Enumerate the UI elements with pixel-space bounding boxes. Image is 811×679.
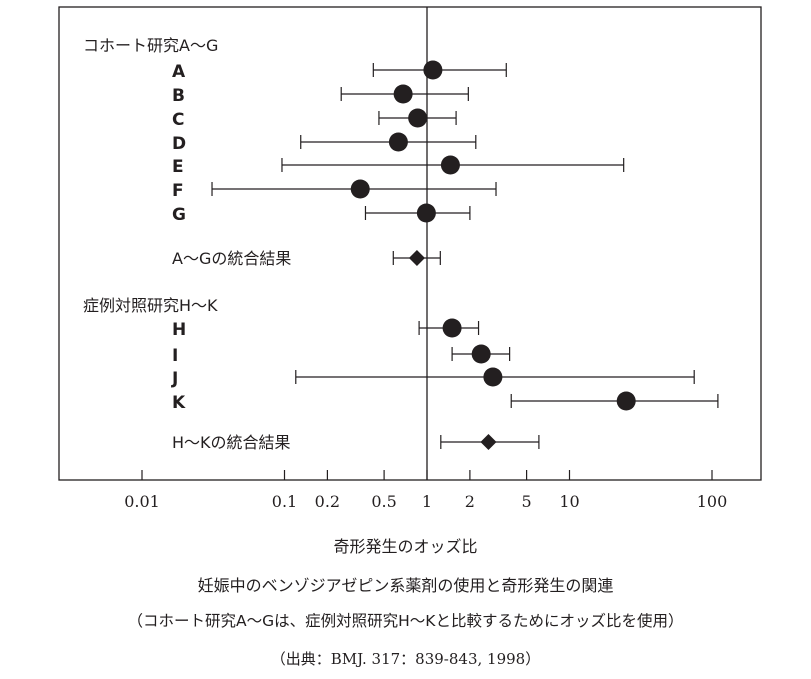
study-label: C	[172, 110, 184, 130]
x-tick-label: 0.5	[371, 492, 396, 511]
x-axis-title: 奇形発生のオッズ比	[333, 537, 478, 556]
group-header: コホート研究A～G	[83, 36, 218, 55]
study-point	[416, 203, 436, 223]
study-point	[408, 108, 428, 128]
study-label: K	[172, 393, 186, 413]
x-tick-label: 10	[559, 492, 579, 511]
study-point	[440, 155, 460, 175]
pooled-diamond	[408, 250, 425, 266]
study-label: G	[172, 205, 186, 225]
study-point	[388, 132, 408, 152]
study-label: D	[172, 134, 186, 154]
group-header: 症例対照研究H～K	[83, 296, 218, 315]
x-tick-label: 5	[522, 492, 532, 511]
study-label: H	[172, 320, 186, 340]
pooled-diamond	[480, 434, 497, 450]
study-point	[350, 179, 370, 199]
study-point	[483, 367, 503, 387]
study-label: E	[172, 157, 184, 177]
figure-caption-title: 妊娠中のベンゾジアゼピン系薬剤の使用と奇形発生の関連	[197, 576, 614, 595]
study-label: B	[172, 86, 185, 106]
x-tick-label: 1	[422, 492, 432, 511]
figure-caption-source: （出典：BMJ. 317：839-843, 1998）	[270, 650, 541, 668]
pooled-label: H～Kの統合結果	[172, 433, 291, 452]
study-label: F	[172, 181, 184, 201]
study-point	[471, 344, 491, 364]
x-tick-label: 0.01	[124, 492, 160, 511]
study-point	[616, 391, 636, 411]
figure-caption-note: （コホート研究A～Gは、症例対照研究H～Kと比較するためにオッズ比を使用）	[127, 612, 684, 630]
study-point	[423, 60, 443, 80]
pooled-label: A～Gの統合結果	[172, 249, 291, 268]
study-point	[442, 318, 462, 338]
x-tick-label: 0.2	[315, 492, 340, 511]
x-tick-label: 2	[465, 492, 475, 511]
study-label: A	[172, 62, 186, 82]
plot-frame	[58, 6, 762, 481]
study-point	[393, 84, 413, 104]
x-tick-label: 0.1	[272, 492, 297, 511]
study-label: J	[171, 369, 178, 389]
x-tick-label: 100	[697, 492, 728, 511]
study-label: I	[172, 346, 178, 366]
